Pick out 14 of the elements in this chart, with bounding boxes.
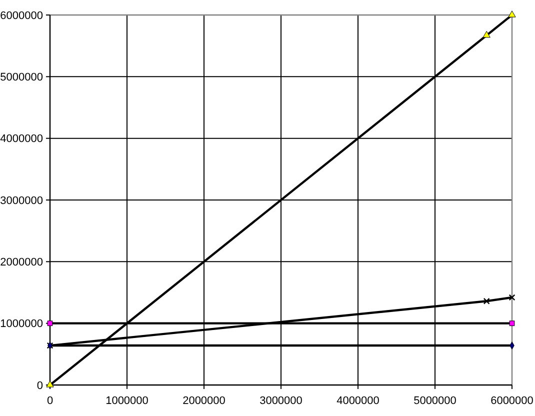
y-tick-label: 0 xyxy=(36,380,43,392)
x-tick-label: 6000000 xyxy=(490,395,534,407)
y-tick-label: 3000000 xyxy=(0,194,43,207)
x-tick-label: 0 xyxy=(46,395,54,407)
y-tick-label: 6000000 xyxy=(0,10,43,22)
x-tick-label: 4000000 xyxy=(336,395,380,407)
y-tick-label: 4000000 xyxy=(0,133,43,146)
x-tick-label: 1000000 xyxy=(106,395,148,407)
x-tick-label: 5000000 xyxy=(414,395,456,407)
x-tick-label: 3000000 xyxy=(260,395,302,407)
y-tick-label: 2000000 xyxy=(0,256,43,269)
y-tick-label: 1000000 xyxy=(0,318,43,330)
y-tick-label: 5000000 xyxy=(0,72,43,84)
x-tick-label: 2000000 xyxy=(182,395,226,407)
